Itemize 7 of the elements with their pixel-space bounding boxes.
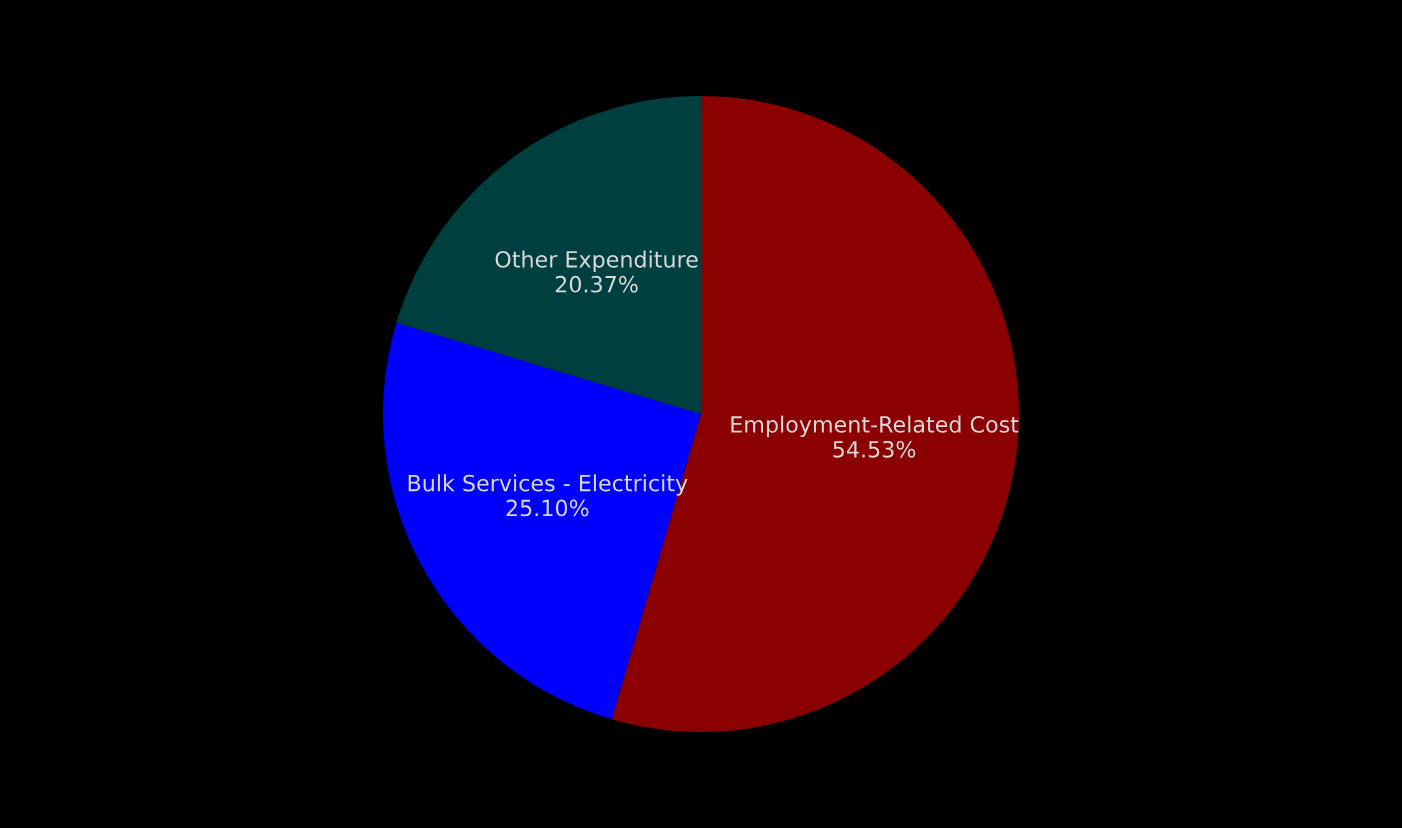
slice-label: Employment-Related Cost [731,415,1019,438]
data-label: 20.37% [555,275,638,293]
pie-slice [396,96,701,414]
data-label: 25.10% [506,499,589,517]
slice-label: Other Expenditure [495,250,698,273]
pie-slice [383,322,701,720]
data-label: 54.53% [833,440,916,458]
